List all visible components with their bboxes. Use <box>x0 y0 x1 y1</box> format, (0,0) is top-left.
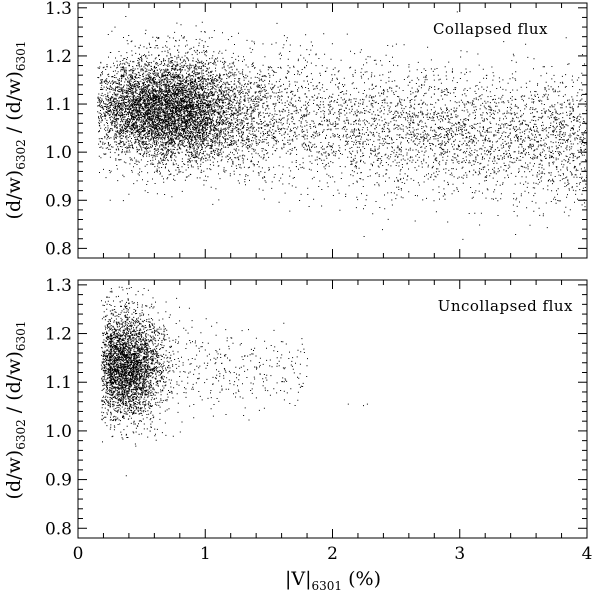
y-tick-labels-top: 0.8 0.9 1.0 1.1 1.2 1.3 <box>45 0 72 259</box>
ticks-top <box>78 3 587 258</box>
annotation-uncollapsed-flux: Uncollapsed flux <box>438 297 573 315</box>
plot-frame-top <box>77 2 588 259</box>
y-tick-label: 1.3 <box>45 276 72 296</box>
y-tick-label: 0.9 <box>45 191 72 211</box>
y-tick-label: 1.1 <box>45 373 72 393</box>
y-tick-label: 0.8 <box>45 239 72 259</box>
panel-collapsed-flux: 0.8 0.9 1.0 1.1 1.2 1.3 Collapsed flux (d/w)6… <box>3 0 588 259</box>
y-tick-label: 1.0 <box>45 143 72 163</box>
scatter-points-path <box>97 11 588 240</box>
plot-frame-bottom <box>77 279 588 539</box>
x-tick-labels: 0 1 2 3 4 <box>73 544 593 564</box>
y-axis-title-top: (d/w)6302 / (d/w)6301 <box>3 41 28 220</box>
x-axis-title: |V|6301 (%) <box>285 568 381 593</box>
y-tick-label: 1.2 <box>45 325 72 345</box>
scatter-points-collapsed <box>97 11 588 240</box>
y-tick-label: 1.1 <box>45 95 72 115</box>
y-tick-label: 1.3 <box>45 0 72 19</box>
y-tick-label: 1.0 <box>45 422 72 442</box>
x-tick-label: 3 <box>454 544 465 564</box>
x-tick-label: 2 <box>327 544 338 564</box>
y-tick-label: 0.9 <box>45 471 72 491</box>
annotation-collapsed-flux: Collapsed flux <box>433 20 548 38</box>
x-tick-label: 0 <box>73 544 84 564</box>
scatter-points-uncollapsed <box>100 286 368 477</box>
ticks-bottom <box>78 280 587 538</box>
y-axis-title-bottom: (d/w)6302 / (d/w)6301 <box>3 321 28 500</box>
panel-uncollapsed-flux: 0.8 0.9 1.0 1.1 1.2 1.3 0 1 2 3 4 Uncollapsed flu… <box>3 276 592 593</box>
y-tick-labels-bottom: 0.8 0.9 1.0 1.1 1.2 1.3 <box>45 276 72 539</box>
y-tick-label: 0.8 <box>45 519 72 539</box>
x-tick-label: 1 <box>200 544 211 564</box>
y-tick-label: 1.2 <box>45 47 72 67</box>
x-tick-label: 4 <box>582 544 593 564</box>
scatter-points-path <box>100 286 368 477</box>
